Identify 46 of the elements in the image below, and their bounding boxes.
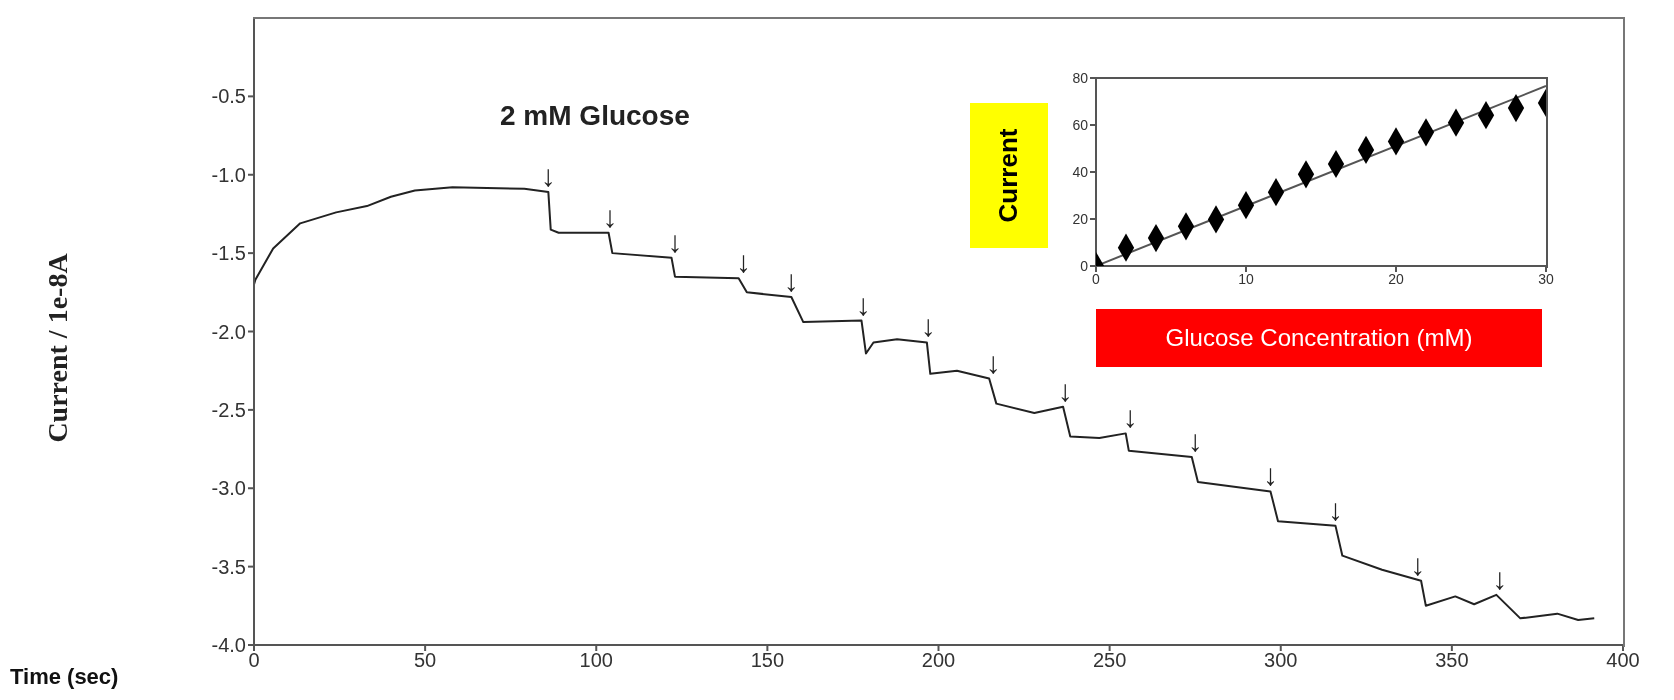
y-axis-title: Current / 1e-8A (42, 253, 74, 443)
annotation: ↓ (1122, 400, 1138, 434)
x-tick-label: 20 (1388, 270, 1404, 287)
x-tick-label: 300 (1264, 649, 1298, 672)
y-tick-label: -2.0 (211, 320, 246, 343)
x-tick-label: 100 (579, 649, 613, 672)
x-tick-label: 400 (1606, 649, 1640, 672)
annotation: ↓ (855, 287, 871, 321)
x-tick-label: 250 (1092, 649, 1127, 672)
annotation: ↓ (1057, 373, 1073, 407)
y-tick-label: 60 (1072, 116, 1089, 133)
y-tick-label: -1.0 (211, 163, 246, 186)
y-tick-label: -4.0 (211, 634, 246, 657)
annotation: ↓ (1410, 547, 1426, 581)
x-tick-label: 0 (1092, 270, 1101, 287)
x-tick-label: 50 (414, 649, 437, 672)
x-axis-title: Glucose Concentration (mM) (1096, 309, 1542, 367)
y-tick-label: -1.5 (211, 242, 246, 265)
y-tick-label: 20 (1072, 210, 1089, 227)
x-tick-label: 10 (1238, 270, 1254, 287)
y-tick-label: 80 (1072, 69, 1089, 86)
annotation: 2 mM Glucose (500, 100, 690, 132)
annotation: ↓ (1492, 561, 1508, 595)
y-tick-label: -0.5 (211, 85, 246, 108)
annotation: ↓ (735, 245, 751, 279)
x-tick-label: 200 (921, 649, 956, 672)
annotation: ↓ (1262, 458, 1278, 492)
x-tick-label: 150 (750, 649, 785, 672)
y-tick-label: -2.5 (211, 398, 246, 421)
y-tick-label: -3.5 (211, 555, 246, 578)
annotation: ↓ (985, 345, 1001, 379)
y-tick-label: 0 (1080, 257, 1089, 274)
x-tick-label: 350 (1435, 649, 1469, 672)
x-tick-label: 30 (1538, 270, 1554, 287)
y-tick-label: -3.0 (211, 477, 246, 500)
x-axis-title: Time (sec) (10, 664, 119, 690)
annotation: ↓ (667, 224, 683, 258)
annotation: ↓ (920, 309, 936, 343)
x-tick-label: 0 (248, 649, 260, 672)
annotation: ↓ (783, 264, 799, 298)
annotation: ↓ (1187, 423, 1203, 457)
y-axis-title: Current (993, 128, 1025, 223)
annotation: ↓ (1328, 492, 1344, 526)
y-tick-label: 40 (1072, 163, 1089, 180)
annotation: ↓ (540, 158, 556, 192)
annotation: ↓ (602, 199, 618, 233)
